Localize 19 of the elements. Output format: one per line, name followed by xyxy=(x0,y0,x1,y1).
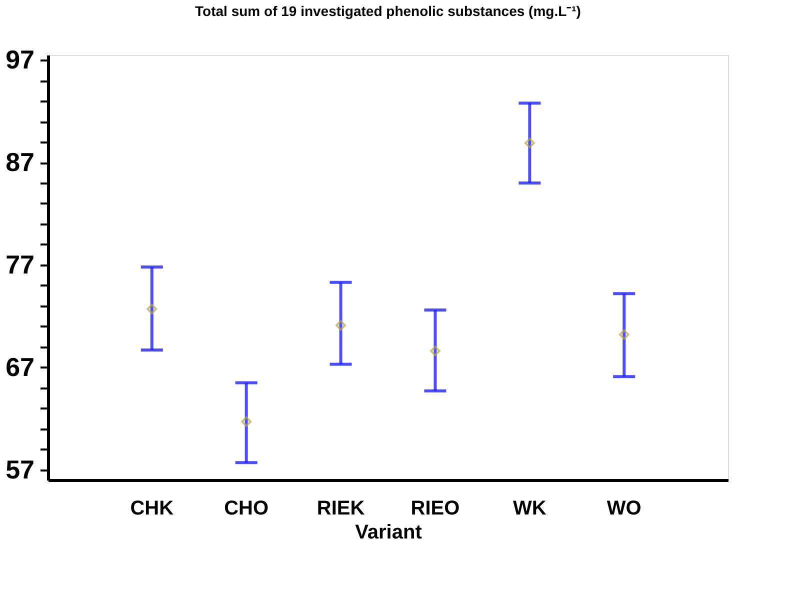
point xyxy=(241,416,252,427)
y-tick-label: 77 xyxy=(6,249,34,280)
point xyxy=(146,304,158,314)
chart-title: Total sum of 19 investigated phenolic substances (mg.L⁻¹) xyxy=(195,3,581,20)
point xyxy=(430,346,440,356)
x-tick-label: WO xyxy=(606,498,642,520)
point xyxy=(618,329,630,340)
x-tick-label: RIEO xyxy=(410,498,460,520)
x-tick-label: WK xyxy=(513,498,547,520)
y-tick-label: 67 xyxy=(6,352,34,382)
x-tick-label: CHK xyxy=(130,498,174,520)
point xyxy=(336,320,346,331)
y-tick-label: 87 xyxy=(6,147,34,178)
x-tick-label: CHO xyxy=(224,498,269,520)
y-tick-label: 97 xyxy=(6,44,34,75)
point xyxy=(524,138,535,148)
x-axis-title: Variant xyxy=(355,522,422,544)
x-tick-label: RIEK xyxy=(316,498,366,520)
y-tick-label: 57 xyxy=(6,454,34,484)
